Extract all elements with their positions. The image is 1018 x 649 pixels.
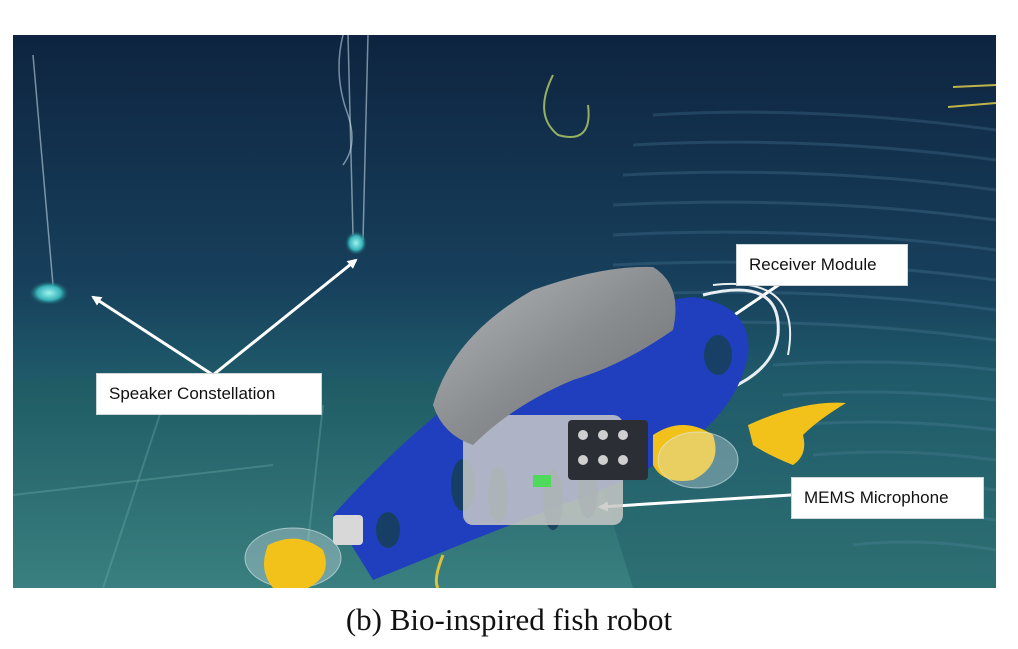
speaker-constellation-text: Speaker Constellation (109, 384, 276, 403)
label-receiver-module: Receiver Module (736, 244, 908, 286)
arrow-speaker-center (212, 258, 358, 377)
arrow-microphone (598, 493, 792, 512)
yellow-lines (947, 84, 996, 108)
figure-caption: (b) Bio-inspired fish robot (345, 602, 673, 637)
receiver-module-text: Receiver Module (749, 255, 877, 274)
speaker-cables (32, 35, 369, 286)
speaker-center (345, 231, 367, 255)
label-mems-microphone: MEMS Microphone (791, 477, 984, 519)
speaker-left (29, 281, 69, 305)
head-fin (264, 538, 326, 588)
tape-cover (433, 266, 676, 445)
mems-microphone-text: MEMS Microphone (804, 488, 949, 507)
green-cable (543, 74, 590, 138)
underwater-scene (13, 35, 996, 588)
tail-joint (653, 425, 716, 481)
label-speaker-constellation: Speaker Constellation (96, 373, 322, 415)
fish-robot (244, 266, 846, 588)
tail-fin (748, 402, 846, 465)
arrow-speaker-left (91, 295, 214, 377)
underwater-photo: Speaker Constellation Receiver Module ME… (13, 35, 996, 588)
